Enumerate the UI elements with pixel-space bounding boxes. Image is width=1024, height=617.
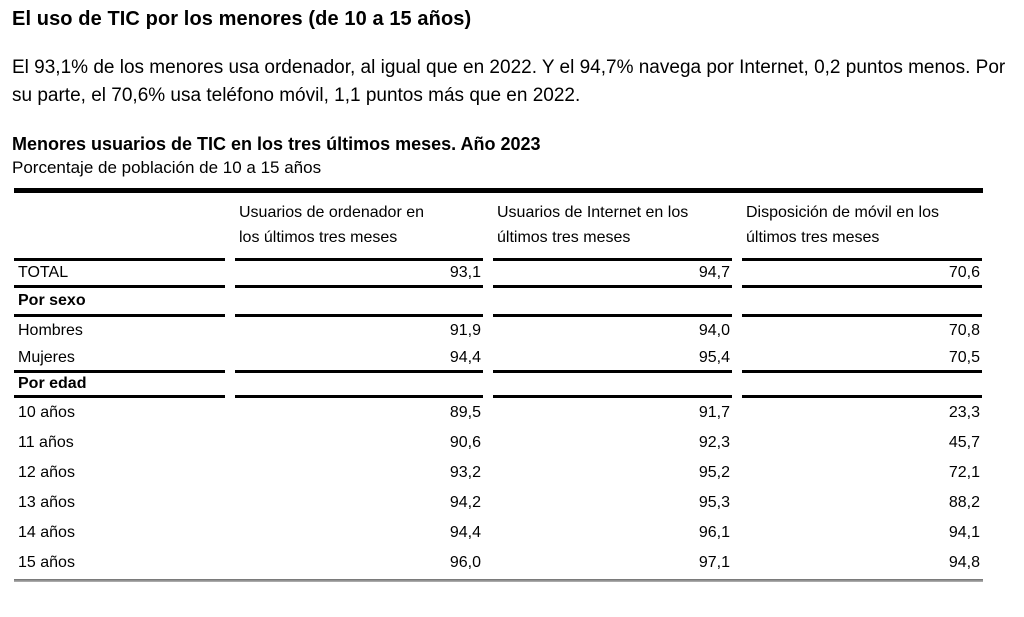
header-empty-cell <box>14 193 225 261</box>
header-col-ordenador: Usuarios de ordenador en los últimos tre… <box>235 193 483 261</box>
table-cell: 94,8 <box>948 554 980 571</box>
table-cell: 90,6 <box>449 434 481 451</box>
table-cell: 92,3 <box>698 434 730 451</box>
table-cell: 45,7 <box>948 434 980 451</box>
table-section-por-sexo: Por sexo <box>14 288 983 317</box>
table-cell: 95,2 <box>698 464 730 481</box>
row-label: Hombres <box>18 322 83 339</box>
row-label: 10 años <box>18 404 75 421</box>
table-cell: 93,2 <box>449 464 481 481</box>
table-cell <box>235 373 483 398</box>
header-line: últimos tres meses <box>746 229 880 246</box>
section-label: Por sexo <box>14 288 225 317</box>
row-label: 13 años <box>18 494 75 511</box>
header-line: los últimos tres meses <box>239 229 398 246</box>
table-cell: 23,3 <box>948 404 980 421</box>
table-cell: 94,4 <box>449 524 481 541</box>
table-cell: 91,9 <box>449 322 481 339</box>
header-col-internet: Usuarios de Internet en los últimos tres… <box>493 193 732 261</box>
table-section-por-edad: Por edad <box>14 373 983 398</box>
table-cell: 97,1 <box>698 554 730 571</box>
table-row-12-anos: 12 años 93,2 95,2 72,1 <box>14 458 983 488</box>
table-row-mujeres: Mujeres 94,4 95,4 70,5 <box>14 345 983 373</box>
table-cell <box>493 373 732 398</box>
statistics-table: Usuarios de ordenador en los últimos tre… <box>14 188 983 582</box>
table-top-rule <box>14 188 983 193</box>
header-line: Usuarios de ordenador en <box>239 204 425 221</box>
table-row-15-anos: 15 años 96,0 97,1 94,8 <box>14 548 983 578</box>
table-title: Menores usuarios de TIC en los tres últi… <box>12 134 541 154</box>
table-row-14-anos: 14 años 94,4 96,1 94,1 <box>14 518 983 548</box>
intro-paragraph: El 93,1% de los menores usa ordenador, a… <box>12 57 1006 106</box>
row-label: 14 años <box>18 524 75 541</box>
table-cell: 94,2 <box>449 494 481 511</box>
section-label: Por edad <box>14 373 225 398</box>
table-row-10-anos: 10 años 89,5 91,7 23,3 <box>14 398 983 428</box>
table-cell <box>742 288 982 317</box>
row-label: TOTAL <box>14 261 225 288</box>
table-row-hombres: Hombres 91,9 94,0 70,8 <box>14 317 983 345</box>
page-title: El uso de TIC por los menores (de 10 a 1… <box>12 8 472 30</box>
table-cell: 94,0 <box>698 322 730 339</box>
header-line: Disposición de móvil en los <box>746 204 939 221</box>
table-cell: 91,7 <box>698 404 730 421</box>
table-cell: 95,4 <box>493 345 732 373</box>
row-label: Mujeres <box>14 345 225 373</box>
row-label: 15 años <box>18 554 75 571</box>
table-row-11-anos: 11 años 90,6 92,3 45,7 <box>14 428 983 458</box>
row-label: 12 años <box>18 464 75 481</box>
table-cell: 89,5 <box>449 404 481 421</box>
header-col-movil: Disposición de móvil en los últimos tres… <box>742 193 982 261</box>
table-cell: 72,1 <box>948 464 980 481</box>
table-cell: 94,4 <box>235 345 483 373</box>
table-row-total: TOTAL 93,1 94,7 70,6 <box>14 261 983 288</box>
table-bottom-rule <box>14 579 983 582</box>
table-subtitle: Porcentaje de población de 10 a 15 años <box>12 158 322 177</box>
table-cell <box>742 373 982 398</box>
table-cell: 70,5 <box>742 345 982 373</box>
table-row-13-anos: 13 años 94,2 95,3 88,2 <box>14 488 983 518</box>
table-cell: 70,8 <box>948 322 980 339</box>
table-cell: 96,0 <box>449 554 481 571</box>
table-cell: 96,1 <box>698 524 730 541</box>
table-header-row: Usuarios de ordenador en los últimos tre… <box>14 193 983 261</box>
table-cell: 94,7 <box>493 261 732 288</box>
table-cell: 95,3 <box>698 494 730 511</box>
header-line: últimos tres meses <box>497 229 631 246</box>
table-cell: 93,1 <box>235 261 483 288</box>
header-line: Usuarios de Internet en los <box>497 204 689 221</box>
table-cell: 94,1 <box>948 524 980 541</box>
row-label: 11 años <box>18 434 74 451</box>
table-cell: 88,2 <box>948 494 980 511</box>
table-cell: 70,6 <box>742 261 982 288</box>
table-cell <box>493 288 732 317</box>
table-cell <box>235 288 483 317</box>
